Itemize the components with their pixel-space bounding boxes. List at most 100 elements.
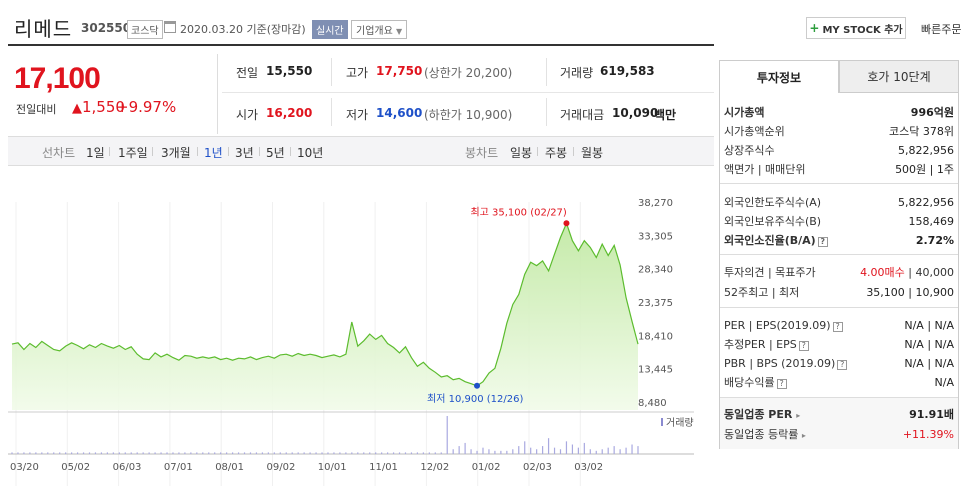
divider xyxy=(720,397,958,398)
x-tick-label: 03/20 xyxy=(10,462,39,473)
volume-bar xyxy=(285,452,287,454)
prev-value: 15,550 xyxy=(266,64,313,78)
period-1d[interactable]: 1일 xyxy=(86,146,105,160)
volume-bar xyxy=(351,452,353,454)
industry-rate-value: +11.39% xyxy=(902,427,954,441)
row-divider xyxy=(222,92,714,93)
price-chart[interactable]: 38,270 33,305 28,340 23,375 18,410 13,445 8,48… xyxy=(8,190,708,490)
volume-bar xyxy=(226,452,228,454)
help-icon[interactable]: ? xyxy=(832,321,843,332)
low-value: 14,600 xyxy=(376,106,423,120)
candle-monthly[interactable]: 월봉 xyxy=(581,146,604,160)
volume-bar xyxy=(613,446,615,454)
industry-per-value: 91.91배 xyxy=(909,408,954,421)
x-tick-label: 08/01 xyxy=(215,462,244,473)
y-tick-label: 23,375 xyxy=(638,298,673,309)
price-box xyxy=(8,54,218,134)
opinion-row: 투자의견 | 목표주가 4.00매수 | 40,000 xyxy=(724,264,954,280)
add-mystock-button[interactable]: + MY STOCK 추가 xyxy=(806,17,906,39)
x-tick-label: 02/03 xyxy=(523,462,552,473)
period-1y[interactable]: 1년 xyxy=(204,146,223,160)
help-icon[interactable]: ? xyxy=(837,359,848,370)
face-value: 500원 | 1주 xyxy=(895,163,954,176)
period-3m[interactable]: 3개월 xyxy=(161,146,191,160)
help-icon[interactable]: ? xyxy=(798,341,809,351)
low-marker xyxy=(474,382,481,389)
volume-bar xyxy=(637,446,639,454)
volume-bar xyxy=(458,446,460,454)
help-icon[interactable]: ? xyxy=(776,379,787,389)
period-bar xyxy=(8,136,714,166)
volume-bar xyxy=(625,447,627,454)
tab-hoga[interactable]: 호가 10단계 xyxy=(839,60,959,93)
volume-bar xyxy=(41,452,43,454)
volume-bar xyxy=(184,452,186,454)
period-3y[interactable]: 3년 xyxy=(235,146,254,160)
volume-bar xyxy=(488,449,490,454)
volume-bar xyxy=(172,452,174,454)
low-annotation: 최저 10,900 (12/26) xyxy=(427,393,523,405)
up-triangle-icon: ▲ xyxy=(72,101,82,116)
volume-bar xyxy=(392,452,395,454)
quick-order-link[interactable]: 빠른주문 xyxy=(921,23,962,36)
date-basis: 2020.03.20 기준(장마감) xyxy=(180,23,306,36)
divider xyxy=(331,98,332,126)
opinion-value: 4.00매수 xyxy=(860,266,905,279)
volume-bar xyxy=(470,449,472,454)
foreign-ratio-label: 외국인소진율(B/A) xyxy=(724,234,816,247)
y-tick-label: 13,445 xyxy=(638,365,673,376)
plus-icon: + xyxy=(809,21,820,35)
foreign-limit-label: 외국인한도주식수(A) xyxy=(724,196,822,209)
low-label: 저가 xyxy=(346,108,369,122)
high-marker xyxy=(563,220,570,227)
volume-bar xyxy=(333,452,335,454)
divider xyxy=(720,183,958,184)
volume-bar xyxy=(17,452,19,454)
chevron-right-icon: ▸ xyxy=(796,411,801,420)
chevron-down-icon: ▼ xyxy=(396,27,403,36)
volume-bar xyxy=(571,444,574,454)
face-label: 액면가 | 매매단위 xyxy=(724,163,806,176)
y-tick-label: 33,305 xyxy=(638,231,673,242)
volume-bar xyxy=(35,452,37,454)
volume-bars: 거래량 xyxy=(11,416,694,454)
volume-bar xyxy=(381,452,383,454)
divider xyxy=(546,98,547,126)
candle-daily[interactable]: 일봉 xyxy=(510,146,533,160)
volume-bar xyxy=(196,452,198,454)
period-5y[interactable]: 5년 xyxy=(266,146,285,160)
divider xyxy=(546,58,547,86)
period-1w[interactable]: 1주일 xyxy=(118,146,148,160)
volume-bar xyxy=(547,438,550,454)
industry-per-row: 동일업종 PER ▸ 91.91배 xyxy=(724,406,954,422)
company-info-label: 기업개요 xyxy=(356,26,393,37)
volume-bar xyxy=(500,450,502,454)
target-value: | 40,000 xyxy=(908,266,954,279)
foreign-ratio-value: 2.72% xyxy=(915,233,954,247)
volume-bar xyxy=(524,441,526,454)
volume-bar xyxy=(464,442,466,454)
volume-bar xyxy=(446,416,448,454)
volume-legend-swatch xyxy=(661,418,663,426)
market-badge: 코스닥 xyxy=(127,20,163,39)
tab-invest-info[interactable]: 투자정보 xyxy=(719,60,839,93)
volume-bar xyxy=(11,452,13,454)
foreign-limit-value: 5,822,956 xyxy=(898,195,954,209)
realtime-button[interactable]: 실시간 xyxy=(312,20,348,39)
volume-bar xyxy=(321,452,323,454)
volume-bar xyxy=(404,452,407,454)
company-info-dropdown[interactable]: 기업개요 ▼ xyxy=(351,20,408,39)
help-icon[interactable]: ? xyxy=(817,237,828,247)
per-value: N/A | N/A xyxy=(904,318,954,332)
market-cap-row: 시가총액 996억원 xyxy=(724,104,954,120)
dividend-value: N/A xyxy=(934,375,954,389)
volume-bar xyxy=(88,452,91,454)
volume-bar xyxy=(512,449,514,454)
foreign-limit-row: 외국인한도주식수(A) 5,822,956 xyxy=(724,194,954,210)
high-value: 17,750 xyxy=(376,64,423,78)
rank-value: 코스닥 378위 xyxy=(889,125,954,138)
candle-weekly[interactable]: 주봉 xyxy=(545,146,568,160)
volume-bar xyxy=(619,449,621,454)
period-10y[interactable]: 10년 xyxy=(297,146,324,160)
change-amount: 1,550 xyxy=(82,98,125,116)
